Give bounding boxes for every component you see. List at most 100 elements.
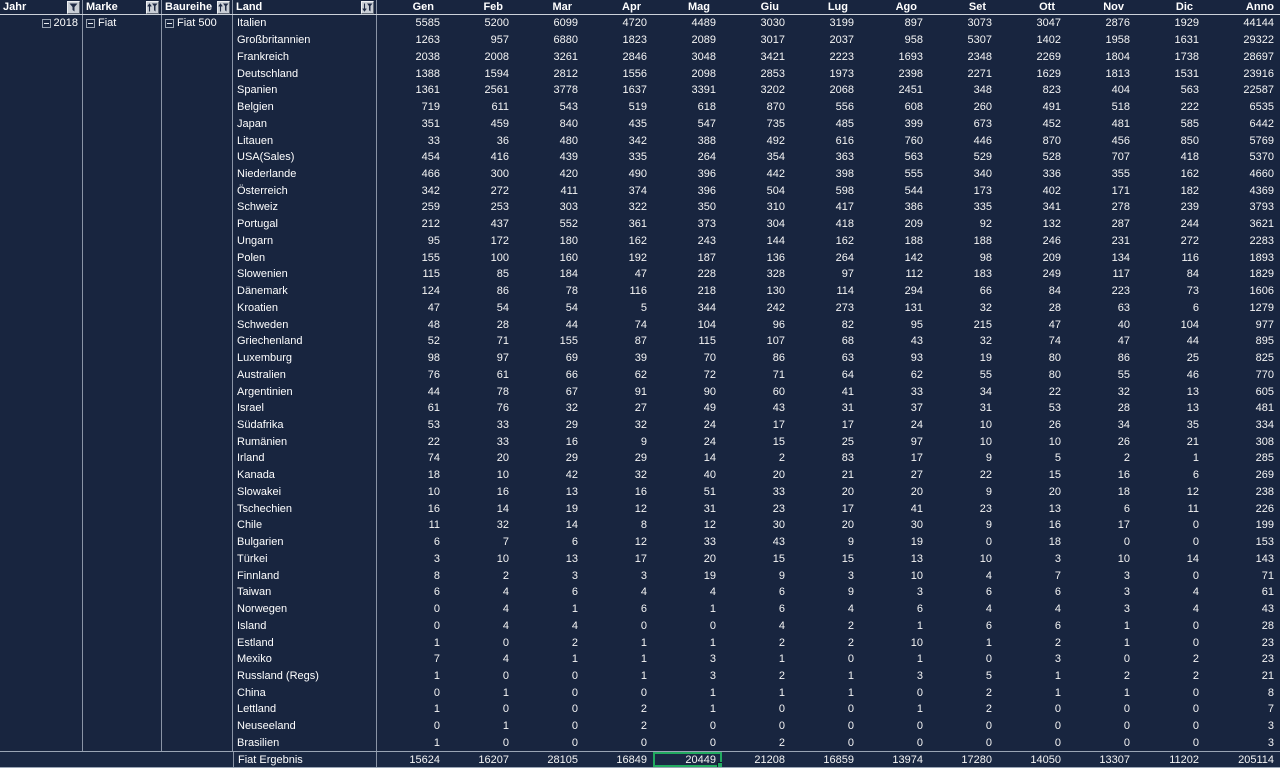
cell-value[interactable]: 1: [709, 686, 716, 699]
cell-baureihe[interactable]: [162, 500, 233, 518]
cell-value[interactable]: 1823: [622, 34, 647, 47]
cell-value[interactable]: 86: [1117, 352, 1130, 365]
cell-value[interactable]: 0: [1123, 653, 1130, 666]
cell-value[interactable]: 173: [973, 184, 992, 197]
cell-value[interactable]: 32: [1117, 385, 1130, 398]
cell-value[interactable]: 64: [841, 368, 854, 381]
cell-value[interactable]: 543: [559, 101, 578, 114]
footer-value[interactable]: 205114: [1238, 753, 1274, 766]
cell-value[interactable]: 2008: [484, 50, 509, 63]
cell-value[interactable]: 0: [640, 686, 647, 699]
cell-value[interactable]: 0: [433, 619, 440, 632]
cell-value[interactable]: 98: [427, 352, 440, 365]
cell-baureihe[interactable]: [162, 349, 233, 367]
cell-value[interactable]: 1: [1123, 636, 1130, 649]
cell-value[interactable]: 4: [709, 586, 716, 599]
cell-value[interactable]: 2876: [1105, 17, 1130, 30]
cell-value[interactable]: 1: [433, 670, 440, 682]
cell-value[interactable]: 32: [979, 335, 992, 348]
cell-value[interactable]: 63: [1117, 301, 1130, 314]
cell-value[interactable]: 242: [766, 301, 785, 314]
cell-value[interactable]: 82: [841, 318, 854, 331]
cell-marke[interactable]: [83, 650, 162, 668]
cell-value[interactable]: 4489: [691, 17, 716, 30]
cell-jahr[interactable]: [0, 65, 83, 82]
row-label-land[interactable]: Spanien: [233, 81, 377, 99]
cell-value[interactable]: 116: [1181, 251, 1199, 264]
cell-value[interactable]: 2: [1192, 670, 1199, 682]
cell-value[interactable]: 199: [1255, 519, 1274, 532]
cell-value[interactable]: 3: [709, 670, 716, 682]
cell-marke[interactable]: [83, 316, 162, 333]
cell-value[interactable]: 17: [910, 452, 923, 465]
column-header-nov[interactable]: Nov: [1103, 1, 1124, 13]
cell-value[interactable]: 269: [1255, 469, 1274, 482]
cell-value[interactable]: 19: [910, 536, 923, 549]
cell-value[interactable]: 1279: [1249, 301, 1274, 314]
cell-value[interactable]: 3: [1123, 586, 1130, 599]
cell-value[interactable]: 0: [502, 670, 509, 682]
cell-value[interactable]: 25: [841, 435, 854, 448]
cell-marke[interactable]: [83, 232, 162, 250]
cell-value[interactable]: 0: [1123, 720, 1130, 733]
cell-value[interactable]: 342: [628, 134, 647, 147]
cell-marke[interactable]: [83, 199, 162, 216]
cell-value[interactable]: 35: [1186, 418, 1199, 431]
cell-value[interactable]: 90: [703, 385, 716, 398]
column-header-mag[interactable]: Mag: [688, 1, 710, 13]
cell-value[interactable]: 2: [778, 736, 785, 749]
cell-value[interactable]: 172: [490, 234, 509, 247]
cell-value[interactable]: 6: [1192, 301, 1199, 314]
cell-value[interactable]: 0: [1192, 536, 1199, 549]
cell-value[interactable]: 1: [1123, 686, 1130, 699]
cell-value[interactable]: 188: [973, 234, 992, 247]
filter-button-land[interactable]: [361, 0, 374, 14]
cell-value[interactable]: 1: [1054, 670, 1061, 682]
cell-value[interactable]: 209: [904, 218, 923, 231]
cell-value[interactable]: 563: [904, 151, 923, 164]
cell-value[interactable]: 1637: [622, 84, 647, 97]
cell-value[interactable]: 29: [565, 418, 578, 431]
cell-value[interactable]: 15: [1048, 469, 1061, 482]
cell-value[interactable]: 61: [496, 368, 509, 381]
row-label-land[interactable]: Türkei: [233, 550, 377, 568]
cell-value[interactable]: 563: [1180, 84, 1199, 97]
cell-value[interactable]: 162: [628, 234, 647, 247]
cell-value[interactable]: 33: [910, 385, 923, 398]
cell-value[interactable]: 49: [703, 402, 716, 415]
cell-value[interactable]: 44: [427, 385, 440, 398]
row-label-land[interactable]: Lettland: [233, 701, 377, 718]
cell-baureihe[interactable]: [162, 199, 233, 216]
cell-value[interactable]: 399: [904, 117, 923, 130]
cell-value[interactable]: 71: [1261, 569, 1274, 582]
cell-baureihe[interactable]: [162, 98, 233, 116]
row-label-land[interactable]: Brasilien: [233, 734, 377, 752]
row-label-land[interactable]: Russland (Regs): [233, 667, 377, 685]
row-label-land[interactable]: Schweden: [233, 316, 377, 333]
cell-value[interactable]: 25: [1186, 352, 1199, 365]
column-header-land[interactable]: Land: [233, 0, 377, 14]
cell-baureihe[interactable]: [162, 299, 233, 317]
cell-value[interactable]: 4660: [1249, 167, 1274, 180]
cell-value[interactable]: 9: [985, 519, 992, 532]
cell-value[interactable]: 4720: [622, 17, 647, 30]
cell-value[interactable]: 6: [1054, 586, 1061, 599]
cell-value[interactable]: 529: [973, 151, 992, 164]
cell-value[interactable]: 1804: [1105, 50, 1130, 63]
cell-marke[interactable]: [83, 148, 162, 166]
row-label-land[interactable]: Australien: [233, 366, 377, 384]
cell-value[interactable]: 2283: [1249, 234, 1274, 247]
row-label-land[interactable]: Portugal: [233, 215, 377, 233]
cell-value[interactable]: 212: [421, 218, 440, 231]
cell-marke[interactable]: [83, 600, 162, 618]
cell-value[interactable]: 31: [979, 402, 992, 415]
cell-marke[interactable]: [83, 383, 162, 400]
cell-value[interactable]: 95: [427, 234, 440, 247]
cell-jahr[interactable]: [0, 332, 83, 350]
cell-value[interactable]: 44: [1186, 335, 1199, 348]
cell-value[interactable]: 2: [847, 619, 854, 632]
cell-marke[interactable]: [83, 249, 162, 267]
row-label-land[interactable]: Chile: [233, 517, 377, 534]
cell-value[interactable]: 0: [1192, 636, 1199, 649]
cell-value[interactable]: 9: [985, 452, 992, 465]
